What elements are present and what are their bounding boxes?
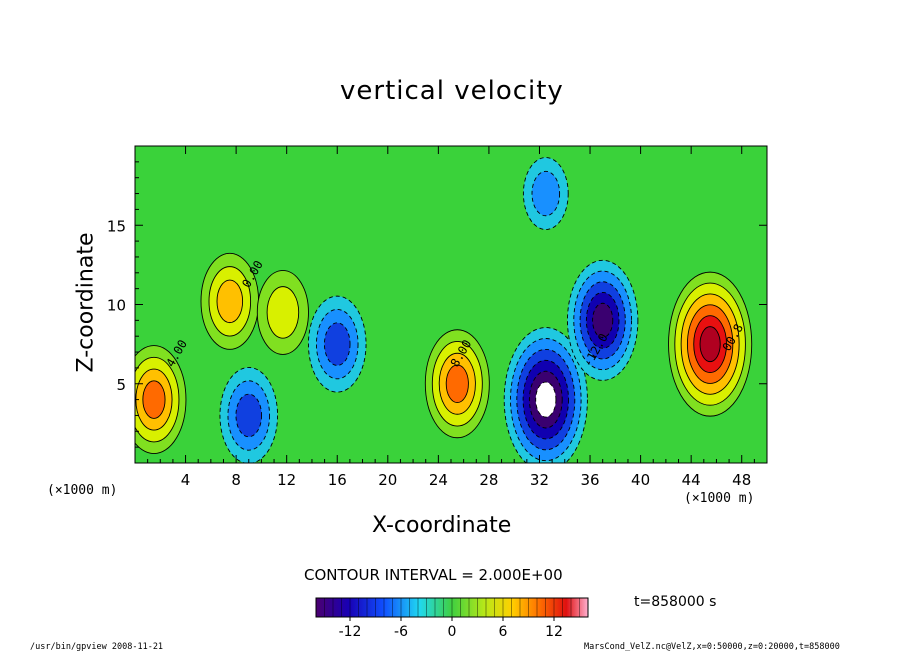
x-tick-label: 40 [631, 471, 650, 489]
footer-program-date: /usr/bin/gpview 2008-11-21 [30, 642, 164, 652]
x-unit-label-right: (×1000 m) [684, 491, 755, 506]
field-feature-updraft-4 [668, 271, 753, 417]
y-axis-label: Z-coordinate [73, 232, 99, 373]
x-tick-label: 24 [429, 471, 448, 489]
contour-level [216, 279, 244, 324]
contour-level [531, 170, 561, 217]
colorbar-tick-label: -6 [394, 624, 408, 640]
field-feature-downdraft-5 [219, 367, 279, 463]
colorbar-tick-label: 0 [448, 624, 457, 640]
colorbar-tick-label: 6 [499, 624, 508, 640]
x-tick-label: 20 [378, 471, 397, 489]
contour-level [592, 302, 614, 338]
x-tick-label: 4 [181, 471, 191, 489]
field-feature-updraft-0 [135, 345, 187, 455]
x-axis-label: X-coordinate [372, 513, 512, 538]
x-tick-label: 8 [231, 471, 241, 489]
y-tick-label: 15 [107, 217, 126, 235]
time-label: t=858000 s [634, 594, 717, 610]
contour-level [535, 381, 557, 418]
contour-level [323, 322, 351, 366]
contour-interval-label: CONTOUR INTERVAL = 2.000E+00 [304, 566, 563, 584]
field-feature-downdraft-9 [522, 157, 569, 231]
y-tick-label: 10 [107, 297, 126, 315]
contour-level [699, 326, 721, 363]
x-tick-label: 12 [277, 471, 296, 489]
x-tick-label: 48 [732, 471, 751, 489]
contour-level [142, 380, 166, 419]
x-tick-label: 36 [580, 471, 599, 489]
x-unit-label-left: (×1000 m) [47, 483, 118, 498]
contour-level [445, 364, 469, 404]
x-tick-label: 44 [682, 471, 701, 489]
colorbar-tick-label: 12 [545, 624, 563, 640]
x-tick-label: 28 [479, 471, 498, 489]
x-tick-label: 16 [328, 471, 347, 489]
contour-level [235, 393, 263, 438]
contour-level [266, 286, 300, 339]
field-feature-downdraft-7 [503, 327, 588, 463]
field-feature-updraft-1 [200, 252, 260, 350]
y-tick-label: 5 [116, 376, 126, 394]
chart-title: vertical velocity [340, 76, 564, 106]
field-feature-downdraft-6 [307, 295, 367, 393]
field-feature-downdraft-8 [567, 259, 639, 381]
field-feature-updraft-3 [424, 329, 490, 439]
x-tick-label: 32 [530, 471, 549, 489]
footer-source: MarsCond_VelZ.nc@VelZ,x=0:50000,z=0:2000… [584, 642, 840, 652]
field-feature-updraft-2 [256, 269, 309, 355]
colorbar-tick-label: -12 [339, 624, 362, 640]
